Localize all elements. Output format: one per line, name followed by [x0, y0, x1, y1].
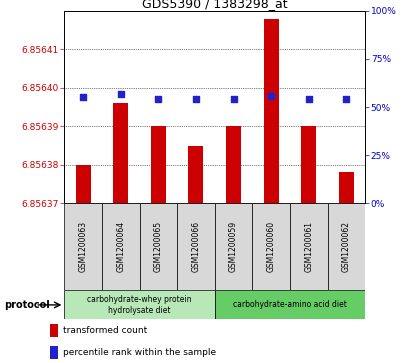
Text: GSM1200066: GSM1200066 — [191, 221, 200, 272]
Point — [230, 97, 237, 102]
Text: GSM1200060: GSM1200060 — [267, 221, 276, 272]
Text: GSM1200059: GSM1200059 — [229, 221, 238, 272]
Point — [117, 91, 124, 97]
Bar — [151, 126, 166, 203]
Bar — [290, 203, 327, 290]
Bar — [76, 165, 90, 203]
Bar — [215, 203, 252, 290]
Point — [305, 97, 312, 102]
Bar — [64, 290, 215, 319]
Text: transformed count: transformed count — [63, 326, 147, 335]
Bar — [301, 126, 316, 203]
Text: GSM1200061: GSM1200061 — [304, 221, 313, 272]
Point — [343, 97, 350, 102]
Title: GDS5390 / 1383298_at: GDS5390 / 1383298_at — [142, 0, 288, 10]
Bar — [139, 203, 177, 290]
Bar — [327, 203, 365, 290]
Text: GSM1200065: GSM1200065 — [154, 221, 163, 272]
Text: GSM1200063: GSM1200063 — [78, 221, 88, 272]
Point — [80, 95, 86, 101]
Text: protocol: protocol — [4, 300, 50, 310]
Point — [155, 97, 162, 102]
Bar — [339, 172, 354, 203]
Bar — [64, 203, 102, 290]
Text: GSM1200064: GSM1200064 — [116, 221, 125, 272]
Point — [193, 97, 199, 102]
Text: carbohydrate-whey protein
hydrolysate diet: carbohydrate-whey protein hydrolysate di… — [87, 295, 192, 315]
Text: carbohydrate-amino acid diet: carbohydrate-amino acid diet — [233, 301, 347, 309]
Bar — [113, 103, 128, 203]
Text: percentile rank within the sample: percentile rank within the sample — [63, 348, 216, 356]
Bar — [50, 346, 58, 359]
Point — [268, 93, 274, 98]
Bar — [252, 203, 290, 290]
Bar — [102, 203, 139, 290]
Bar — [188, 146, 203, 203]
Text: GSM1200062: GSM1200062 — [342, 221, 351, 272]
Bar — [264, 19, 279, 203]
Bar — [50, 324, 58, 337]
Bar — [215, 290, 365, 319]
Bar — [226, 126, 241, 203]
Bar — [177, 203, 215, 290]
